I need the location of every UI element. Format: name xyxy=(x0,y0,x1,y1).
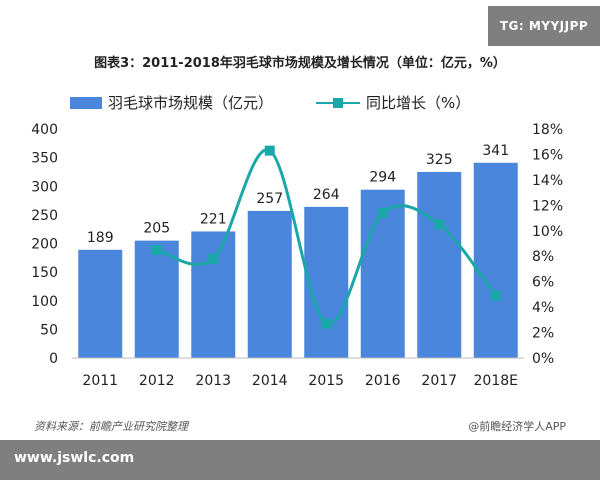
x-tick-label: 2017 xyxy=(421,373,457,389)
y-left-tick-label: 100 xyxy=(31,294,58,310)
legend-item-yoy-growth: 同比增长（%） xyxy=(316,92,470,113)
growth-point-2012 xyxy=(151,244,162,255)
bar-data-label: 205 xyxy=(143,221,170,237)
legend-label-market-size: 羽毛球市场规模（亿元） xyxy=(108,94,274,112)
bar-data-label: 221 xyxy=(200,211,227,227)
bar-2012 xyxy=(134,240,179,358)
y-left-tick-label: 350 xyxy=(31,151,58,167)
y-left-tick-label: 50 xyxy=(40,322,58,338)
footer-url: www.jswlc.com xyxy=(14,450,135,466)
chart-title: 图表3：2011-2018年羽毛球市场规模及增长情况（单位：亿元，%） xyxy=(94,56,506,71)
growth-point-2018E xyxy=(490,290,501,301)
y-left-tick-label: 250 xyxy=(31,208,58,224)
brand-credit: @前瞻经济学人APP xyxy=(468,420,566,433)
y-right-tick-label: 2% xyxy=(532,326,554,342)
x-tick-label: 2013 xyxy=(195,373,231,389)
growth-point-2017 xyxy=(434,219,445,230)
y-right-tick-label: 0% xyxy=(532,351,554,367)
growth-point-2013 xyxy=(208,253,219,264)
source-note: 资料来源：前瞻产业研究院整理 xyxy=(34,420,188,433)
x-tick-label: 2015 xyxy=(308,373,344,389)
growth-point-2015 xyxy=(321,318,332,329)
y-right-tick-label: 18% xyxy=(532,122,563,138)
chart-legend: 羽毛球市场规模（亿元） 同比增长（%） xyxy=(0,92,600,116)
bar-2011 xyxy=(78,249,123,358)
footer-bar: www.jswlc.com xyxy=(0,440,600,480)
watermark-tag: TG: MYYJJPP xyxy=(488,6,600,46)
bar-data-label: 325 xyxy=(426,152,453,168)
x-tick-label: 2016 xyxy=(365,373,401,389)
bar-2014 xyxy=(247,210,292,358)
bar-data-label: 264 xyxy=(313,187,340,203)
legend-label-yoy-growth: 同比增长（%） xyxy=(366,94,471,112)
bar-2013 xyxy=(191,231,236,358)
x-tick-label: 2018E xyxy=(474,373,518,389)
x-tick-label: 2012 xyxy=(139,373,175,389)
legend-bar-swatch xyxy=(70,96,102,109)
y-left-tick-label: 150 xyxy=(31,265,58,281)
bar-data-label: 189 xyxy=(87,230,114,246)
x-tick-label: 2011 xyxy=(82,373,118,389)
y-right-tick-label: 8% xyxy=(532,249,554,265)
legend-item-market-size: 羽毛球市场规模（亿元） xyxy=(70,92,273,113)
bar-2015 xyxy=(304,206,349,358)
growth-point-2014 xyxy=(264,145,275,156)
y-right-tick-label: 12% xyxy=(532,198,563,214)
y-right-tick-label: 14% xyxy=(532,173,563,189)
y-right-tick-label: 16% xyxy=(532,147,563,163)
bar-2018E xyxy=(473,162,518,358)
y-right-tick-label: 4% xyxy=(532,300,554,316)
y-left-tick-label: 0 xyxy=(49,351,58,367)
y-right-tick-label: 10% xyxy=(532,224,563,240)
bar-data-label: 294 xyxy=(369,170,396,186)
x-tick-label: 2014 xyxy=(252,373,288,389)
y-left-tick-label: 200 xyxy=(31,237,58,253)
growth-point-2016 xyxy=(377,207,388,218)
y-left-tick-label: 300 xyxy=(31,179,58,195)
legend-line-swatch xyxy=(316,97,360,109)
y-left-tick-label: 400 xyxy=(31,122,58,138)
bar-data-label: 257 xyxy=(256,191,283,207)
bar-data-label: 341 xyxy=(482,143,509,159)
y-right-tick-label: 6% xyxy=(532,275,554,291)
bar-2017 xyxy=(417,171,462,358)
